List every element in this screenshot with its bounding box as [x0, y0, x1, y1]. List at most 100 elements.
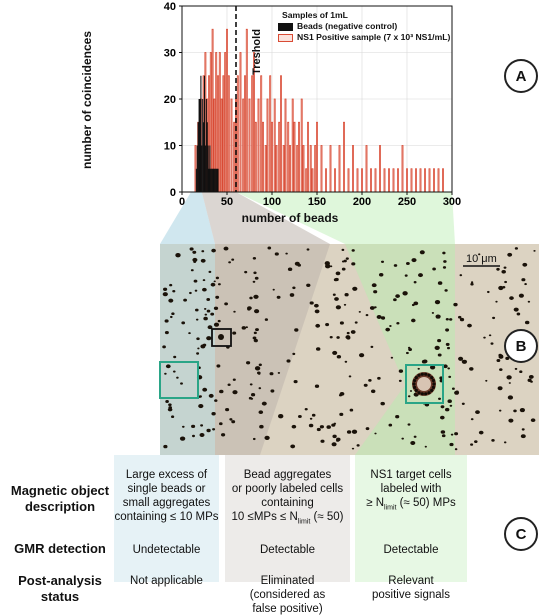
bead-particle [270, 389, 275, 393]
bar-ns1 [222, 75, 225, 193]
legend-entry-ns1: NS1 Positive sample (7 x 10³ NS1/mL) [278, 32, 450, 43]
bead-particle [341, 267, 346, 271]
bead-particle [527, 300, 531, 303]
bead-particle [519, 408, 525, 413]
bar-ns1 [239, 52, 242, 193]
bar-ns1 [397, 168, 399, 193]
cell-line: Large excess of [125, 469, 208, 481]
bar-beads [197, 122, 199, 192]
bead-particle [228, 261, 231, 264]
bead-particle [498, 409, 502, 412]
bead-particle [165, 364, 171, 369]
bead-particle [332, 293, 336, 296]
bead-particle [434, 300, 441, 305]
bead-particle [380, 260, 385, 264]
bead-particle [314, 384, 320, 388]
bar-beads [204, 145, 206, 192]
y-tick-label: 20 [164, 94, 176, 106]
bead-particle [325, 323, 330, 327]
bar-ns1 [293, 121, 296, 193]
bead-particle [441, 434, 446, 438]
bead-particle [272, 288, 275, 291]
legend-title: Samples of 1mL [282, 10, 348, 20]
bead-particle [457, 315, 462, 319]
target-cell-core [417, 377, 431, 391]
bar-ns1 [383, 168, 386, 193]
bar-ns1 [224, 52, 227, 193]
bead-particle [398, 379, 402, 383]
cell-bead [424, 392, 428, 396]
panel-label-b: B [504, 329, 538, 363]
bead-particle [491, 439, 495, 442]
row-label-line: Post-analysis status [18, 573, 102, 604]
bead-particle [377, 376, 381, 380]
bead-particle [255, 328, 259, 332]
cell-line: Bead aggregates [243, 469, 332, 481]
bead-particle [348, 375, 352, 378]
x-tick-label: 150 [308, 196, 326, 208]
bead-aggregate [218, 334, 224, 340]
cell-bead [432, 382, 436, 386]
bar-ns1 [329, 145, 332, 193]
bead-particle [231, 420, 236, 424]
bar-ns1 [302, 145, 305, 193]
bead-particle [454, 390, 460, 395]
bead-particle [376, 315, 382, 319]
bead-particle [438, 397, 441, 400]
bead-particle [498, 285, 504, 291]
bead-particle [513, 409, 517, 413]
bead-particle [406, 351, 409, 355]
bead-particle [269, 372, 274, 376]
bead-particle [501, 270, 506, 274]
bead-particle [478, 430, 484, 435]
bead-particle [314, 303, 319, 308]
bar-ns1 [278, 121, 281, 193]
micrograph-panel [159, 244, 539, 455]
bead-particle [189, 291, 192, 295]
bead-particle [190, 269, 194, 272]
bead-particle [419, 250, 425, 255]
bead-particle [498, 354, 504, 359]
bead-particle [451, 387, 455, 390]
bar-ns1 [257, 98, 260, 193]
bead-particle [411, 258, 417, 263]
bead-particle [435, 314, 441, 319]
bead-particle [202, 279, 206, 282]
highlight-box-aggregate [211, 328, 232, 347]
bar-beads [217, 168, 219, 192]
bead-particle [417, 367, 420, 370]
bead-particle [195, 318, 199, 321]
bead-particle [502, 286, 506, 289]
bead-particle [189, 247, 194, 251]
bead-particle [324, 261, 330, 266]
bead-particle [349, 408, 354, 412]
bar-beads [208, 168, 210, 192]
bead-particle [518, 293, 524, 298]
bead-particle [454, 432, 459, 436]
bead-particle [378, 273, 384, 277]
cell-line: labeled with [380, 483, 442, 495]
bead-particle [252, 336, 257, 340]
cell-status-col2: Eliminated (considered as false positive… [225, 574, 350, 616]
bead-particle [258, 410, 264, 415]
bead-particle [203, 316, 208, 321]
legend-label-ns1: NS1 Positive sample (7 x 10³ NS1/mL) [297, 32, 451, 42]
bar-ns1 [273, 98, 276, 193]
bar-ns1 [275, 145, 278, 193]
bead-particle [232, 390, 238, 395]
bead-particle [198, 395, 202, 398]
bead-particle [208, 393, 214, 398]
bead-particle [390, 356, 394, 359]
bead-particle [406, 261, 410, 266]
bead-particle [233, 310, 236, 313]
bar-beads [199, 99, 201, 192]
bead-particle [332, 434, 337, 439]
row-label-status: Post-analysis status [0, 573, 120, 605]
cell-desc-col2: Bead aggregates or poorly labeled cells … [225, 468, 350, 529]
bead-particle [336, 354, 342, 359]
bead-particle [286, 359, 291, 363]
bead-particle [217, 283, 221, 286]
bead-particle [212, 428, 216, 431]
cell-bead [414, 376, 418, 380]
bead-particle [215, 295, 220, 299]
